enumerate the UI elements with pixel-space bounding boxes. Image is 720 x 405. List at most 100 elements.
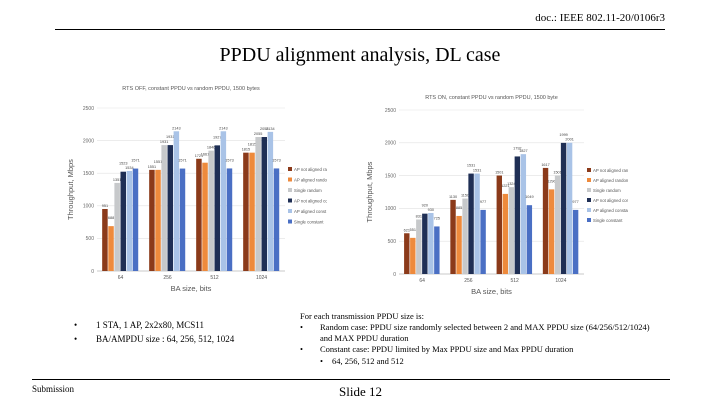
bar — [514, 156, 521, 274]
bar — [208, 150, 214, 271]
bar — [220, 131, 227, 271]
legend-swatch — [587, 178, 591, 182]
data-label: 1221 — [501, 184, 509, 188]
legend-swatch — [587, 168, 591, 172]
data-label: 1617 — [541, 163, 549, 167]
bar — [462, 198, 468, 274]
header-divider — [55, 29, 665, 30]
y-tick-label: 500 — [86, 236, 95, 242]
data-label: 1792 — [513, 146, 521, 150]
data-label: 688 — [108, 216, 114, 220]
bar — [422, 213, 428, 274]
notes-item: • Constant case: PPDU limited by Max PPDU… — [300, 344, 660, 355]
y-tick-label: 2500 — [83, 106, 94, 112]
x-tick-label: 64 — [118, 275, 124, 281]
data-label: 930 — [428, 208, 434, 212]
data-label: 920 — [422, 204, 428, 208]
legend-label: AP aligned random — [593, 178, 628, 183]
data-label: 951 — [102, 204, 108, 208]
data-label: 1049 — [525, 195, 533, 199]
bullet-mark: • — [320, 356, 323, 366]
chart-background — [362, 88, 628, 300]
bar — [149, 169, 155, 271]
bar — [249, 152, 255, 271]
bar — [416, 219, 422, 274]
y-tick-label: 1000 — [385, 206, 396, 212]
bar — [196, 158, 202, 271]
chart-rts-on-svg: RTS ON, constant PPDU vs random PPDU, 15… — [362, 88, 628, 300]
data-label: 1534 — [125, 166, 133, 170]
data-label: 1815 — [242, 148, 250, 152]
legend-label: Single random — [294, 188, 322, 193]
data-label: 1573 — [272, 158, 280, 162]
legend-swatch — [587, 198, 591, 202]
data-label: 1927 — [213, 135, 221, 139]
bar — [155, 169, 161, 271]
x-axis-title: BA size, bits — [171, 284, 212, 293]
bar — [428, 212, 434, 274]
x-tick-label: 512 — [210, 275, 219, 281]
bar — [126, 170, 133, 271]
legend-label: AP aligned random — [294, 178, 327, 183]
bar — [243, 152, 249, 271]
data-label: 1501 — [495, 171, 503, 175]
notes-intro: For each transmission PPDU size is: — [300, 311, 424, 321]
bar — [572, 209, 579, 274]
data-label: 1571 — [178, 159, 186, 163]
data-label: 1130 — [449, 195, 457, 199]
bar — [508, 187, 515, 274]
x-tick-label: 256 — [464, 278, 473, 284]
y-axis-title: Throughput, Mbps — [66, 159, 75, 220]
chart-title: RTS OFF, constant PPDU vs random PPDU, 1… — [122, 86, 260, 92]
data-label: 1931 — [166, 135, 174, 139]
legend-label: AP not aligned random — [593, 168, 628, 173]
data-label: 831 — [416, 214, 422, 218]
notes-item-text: Constant case: PPDU limited by Max PPDU … — [320, 344, 574, 354]
notes-item-text: Random case: PPDU size randomly selected… — [320, 322, 650, 343]
data-label: 1661 — [201, 153, 209, 157]
legend-swatch — [288, 219, 292, 224]
bar — [167, 145, 173, 271]
bar — [450, 199, 456, 274]
y-tick-label: 2000 — [83, 138, 94, 144]
x-tick-label: 512 — [510, 278, 519, 284]
data-label: 885 — [456, 206, 462, 210]
data-label: 1551 — [154, 160, 162, 164]
footer-divider — [32, 379, 670, 380]
legend-label: AP not aligned const — [294, 199, 327, 204]
bar — [554, 175, 561, 274]
chart-rts-on: RTS ON, constant PPDU vs random PPDU, 15… — [362, 88, 628, 300]
bullet-mark: • — [300, 344, 303, 354]
bar — [273, 168, 280, 271]
y-tick-label: 2000 — [385, 141, 396, 147]
data-label: 1551 — [148, 165, 156, 169]
data-label: 1290 — [547, 179, 555, 183]
bar — [542, 167, 549, 274]
x-tick-label: 256 — [163, 275, 172, 281]
data-label: 1531 — [473, 169, 481, 173]
data-label: 977 — [480, 200, 486, 204]
bar — [108, 226, 114, 271]
data-label: 977 — [572, 200, 578, 204]
bar — [560, 142, 567, 274]
legend-label: Single constant — [294, 220, 324, 225]
bar — [202, 162, 208, 271]
data-label: 1815 — [248, 143, 256, 147]
notes-subitem: • 64, 256, 512 and 512 — [300, 356, 660, 367]
submission-label: Submission — [32, 384, 75, 394]
y-tick-label: 2500 — [385, 108, 396, 114]
bullet-item: BA/AMPDU size : 64, 256, 512, 1024 — [74, 332, 234, 346]
data-label: 551 — [410, 228, 416, 232]
legend-label: AP not aligned random — [294, 167, 327, 172]
slide-title: PPDU alignment analysis, DL case — [219, 44, 501, 66]
data-label: 1846 — [207, 146, 215, 150]
bar — [404, 233, 410, 274]
data-label: 725 — [434, 216, 440, 220]
bar — [456, 215, 462, 274]
y-tick-label: 500 — [388, 239, 397, 245]
legend-swatch — [288, 188, 292, 192]
ppdu-notes: For each transmission PPDU size is: • Ran… — [300, 311, 660, 367]
data-label: 1721 — [195, 154, 203, 158]
bar — [255, 137, 261, 271]
y-tick-label: 1500 — [83, 171, 94, 177]
